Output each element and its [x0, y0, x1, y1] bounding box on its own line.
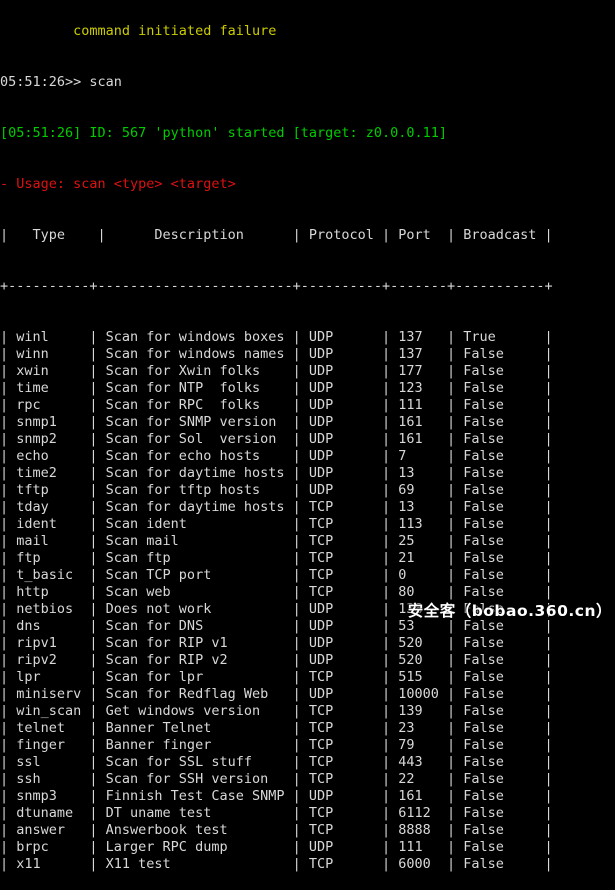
table-row: | rpc | Scan for RPC folks | UDP | 111 |…: [0, 397, 553, 413]
table-row: | lpr | Scan for lpr | TCP | 515 | False…: [0, 669, 553, 685]
table-row: | ftp | Scan ftp | TCP | 21 | False |: [0, 550, 553, 566]
table-row: | ripv1 | Scan for RIP v1 | UDP | 520 | …: [0, 635, 553, 651]
event-line: [05:51:26] ID: 567 'python' started [tar…: [0, 125, 448, 141]
table-separator-line: +----------+------------------------+---…: [0, 278, 553, 294]
table-row: | finger | Banner finger | TCP | 79 | Fa…: [0, 737, 553, 753]
table-row: | answer | Answerbook test | TCP | 8888 …: [0, 822, 553, 838]
clipped-output-line: command initiated failure: [0, 23, 277, 39]
table-row: | ssh | Scan for SSH version | TCP | 22 …: [0, 771, 553, 787]
table-row: | t_basic | Scan TCP port | TCP | 0 | Fa…: [0, 567, 553, 583]
table-row: | netbios | Does not work | UDP | 138 | …: [0, 601, 553, 617]
table-row: | xwin | Scan for Xwin folks | UDP | 177…: [0, 363, 553, 379]
table-row: | ident | Scan ident | TCP | 113 | False…: [0, 516, 553, 532]
table-row: | echo | Scan for echo hosts | UDP | 7 |…: [0, 448, 553, 464]
table-row: | miniserv | Scan for Redflag Web | UDP …: [0, 686, 553, 702]
watermark: 安全客（bobao.360.cn）: [407, 602, 612, 620]
table-row: | ssl | Scan for SSL stuff | TCP | 443 |…: [0, 754, 553, 770]
table-row: | http | Scan web | TCP | 80 | False |: [0, 584, 553, 600]
table-row: | winn | Scan for windows names | UDP | …: [0, 346, 553, 362]
table-row: | x11 | X11 test | TCP | 6000 | False |: [0, 856, 553, 872]
table-row: | snmp2 | Scan for Sol version | UDP | 1…: [0, 431, 553, 447]
table-row: | brpc | Larger RPC dump | UDP | 111 | F…: [0, 839, 553, 855]
table-row: | time2 | Scan for daytime hosts | UDP |…: [0, 465, 553, 481]
table-row: | mail | Scan mail | TCP | 25 | False |: [0, 533, 553, 549]
table-row: | time | Scan for NTP folks | UDP | 123 …: [0, 380, 553, 396]
usage-line: - Usage: scan <type> <target>: [0, 176, 236, 192]
table-row: | tftp | Scan for tftp hosts | UDP | 69 …: [0, 482, 553, 498]
table-row: | win_scan | Get windows version | TCP |…: [0, 703, 553, 719]
table-row: | telnet | Banner Telnet | TCP | 23 | Fa…: [0, 720, 553, 736]
table-header-line: | Type | Description | Protocol | Port |…: [0, 227, 553, 243]
table-row: | snmp3 | Finnish Test Case SNMP | UDP |…: [0, 788, 553, 804]
table-row: | snmp1 | Scan for SNMP version | UDP | …: [0, 414, 553, 430]
table-row: | ripv2 | Scan for RIP v2 | UDP | 520 | …: [0, 652, 553, 668]
table-row: | dtuname | DT uname test | TCP | 6112 |…: [0, 805, 553, 821]
table-row: | tday | Scan for daytime hosts | TCP | …: [0, 499, 553, 515]
table-row: | winl | Scan for windows boxes | UDP | …: [0, 329, 553, 345]
prompt-line: 05:51:26>> scan: [0, 74, 122, 90]
